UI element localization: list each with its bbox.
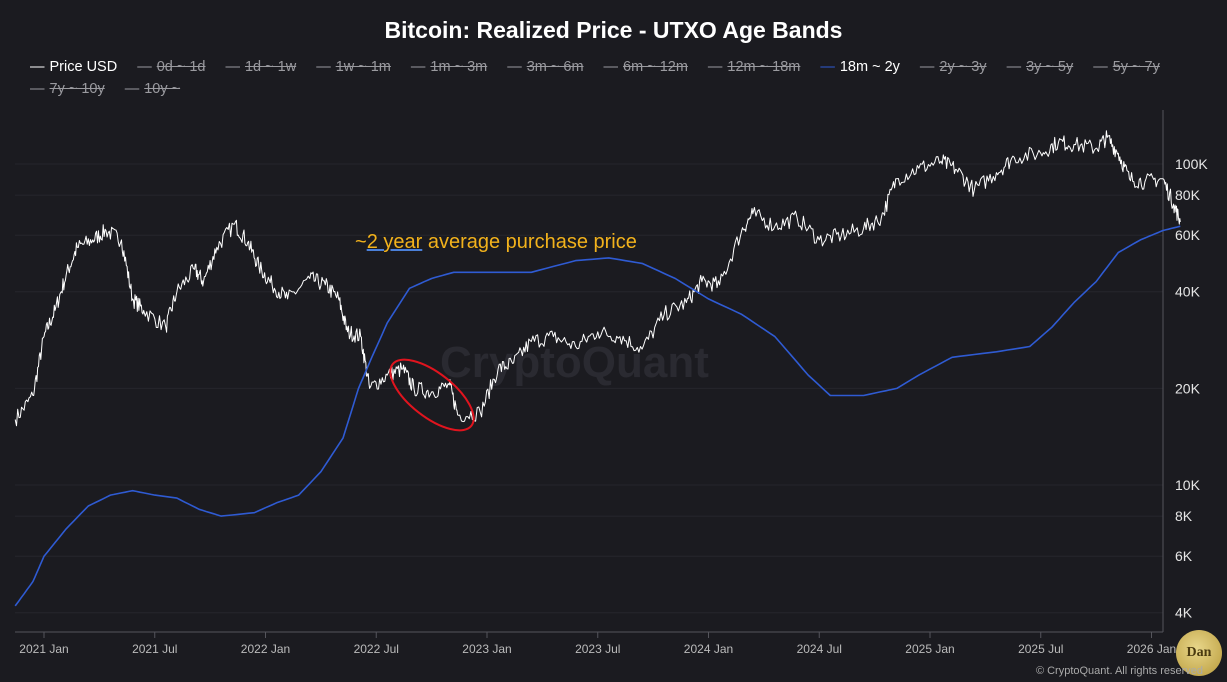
legend-line-icon: —: [316, 59, 331, 75]
legend-label: 3y ~ 5y: [1026, 59, 1074, 75]
legend-item[interactable]: —5y ~ 7y: [1093, 56, 1160, 78]
x-tick-label: 2024 Jan: [684, 642, 733, 656]
copyright: © CryptoQuant. All rights reserved: [1035, 665, 1203, 677]
price-usd-line: [14, 130, 1181, 427]
y-tick-label: 100K: [1175, 156, 1208, 172]
x-tick-label: 2022 Jan: [241, 642, 290, 656]
legend-item[interactable]: —1m ~ 3m: [411, 56, 487, 78]
dan-logo: Dan: [1176, 630, 1222, 676]
y-tick-label: 6K: [1175, 548, 1193, 564]
y-tick-label: 10K: [1175, 477, 1201, 493]
legend-item[interactable]: —10y ~: [125, 78, 180, 100]
legend-line-icon: —: [820, 59, 835, 75]
x-tick-label: 2024 Jul: [797, 642, 842, 656]
y-tick-label: 40K: [1175, 284, 1201, 300]
legend-item[interactable]: —12m ~ 18m: [708, 56, 800, 78]
x-tick-label: 2021 Jan: [19, 642, 68, 656]
legend-line-icon: —: [1093, 59, 1108, 75]
realized-price-18m-2y-line: [14, 225, 1181, 607]
legend-item[interactable]: —1w ~ 1m: [316, 56, 391, 78]
legend-line-icon: —: [124, 81, 140, 97]
highlight-ellipse: [389, 358, 475, 432]
legend-item[interactable]: —6m ~ 12m: [604, 56, 688, 78]
y-tick-label: 60K: [1175, 227, 1201, 243]
legend-item[interactable]: —18m ~ 2y: [820, 56, 900, 78]
legend-line-icon: —: [410, 59, 426, 75]
annotation-prefix: ~: [355, 231, 367, 253]
y-tick-label: 4K: [1175, 605, 1193, 621]
legend-item[interactable]: —7y ~ 10y: [30, 78, 105, 100]
legend-label: 1m ~ 3m: [430, 59, 488, 75]
legend-item[interactable]: —0d ~ 1d: [137, 56, 205, 78]
legend-label: 18m ~ 2y: [839, 59, 900, 75]
legend-line-icon: —: [603, 59, 619, 75]
y-tick-label: 20K: [1175, 380, 1201, 396]
legend: — Price USD —0d ~ 1d —1d ~ 1w —1w ~ 1m —1m ~ …: [30, 56, 1210, 100]
legend-line-icon: —: [1006, 59, 1022, 75]
legend-label: 5y ~ 7y: [1112, 59, 1160, 75]
x-tick-label: 2023 Jan: [462, 642, 511, 656]
legend-label: 1d ~ 1w: [244, 59, 297, 75]
x-tick-label: 2025 Jul: [1018, 642, 1063, 656]
x-tick-label: 2021 Jul: [132, 642, 177, 656]
legend-line-icon: —: [919, 59, 935, 75]
legend-item[interactable]: — Price USD: [30, 56, 117, 78]
legend-item[interactable]: —2y ~ 3y: [920, 56, 987, 78]
legend-item[interactable]: —3m ~ 6m: [507, 56, 583, 78]
legend-item[interactable]: —1d ~ 1w: [225, 56, 296, 78]
legend-label: 7y ~ 10y: [49, 81, 105, 97]
legend-label: 0d ~ 1d: [156, 59, 206, 75]
x-tick-label: 2023 Jul: [575, 642, 620, 656]
annotation-underlined: 2 year: [366, 231, 423, 253]
legend-line-icon: —: [507, 59, 522, 75]
y-tick-label: 8K: [1175, 508, 1193, 524]
legend-label: 10y ~: [144, 81, 181, 97]
legend-line-icon: —: [707, 59, 723, 75]
watermark: CryptoQuant: [440, 338, 709, 387]
legend-line-icon: —: [137, 59, 152, 75]
x-tick-label: 2022 Jul: [354, 642, 399, 656]
x-tick-label: 2026 Jan: [1127, 642, 1176, 656]
y-tick-label: 80K: [1175, 187, 1201, 203]
legend-label: 2y ~ 3y: [939, 59, 987, 75]
annotation-suffix: average purchase price: [422, 231, 637, 253]
legend-label: 6m ~ 12m: [623, 59, 688, 75]
legend-label: 1w ~ 1m: [335, 59, 391, 75]
x-tick-label: 2025 Jan: [905, 642, 954, 656]
legend-item[interactable]: —3y ~ 5y: [1007, 56, 1074, 78]
legend-line-icon: —: [30, 81, 45, 97]
annotation-text: ~2 year average purchase price: [355, 231, 637, 254]
chart-title: Bitcoin: Realized Price - UTXO Age Bands: [384, 17, 843, 43]
legend-line-icon: —: [30, 59, 45, 75]
legend-label: Price USD: [49, 59, 118, 75]
legend-line-icon: —: [225, 59, 240, 75]
legend-label: 3m ~ 6m: [526, 59, 584, 75]
legend-label: 12m ~ 18m: [727, 59, 801, 75]
